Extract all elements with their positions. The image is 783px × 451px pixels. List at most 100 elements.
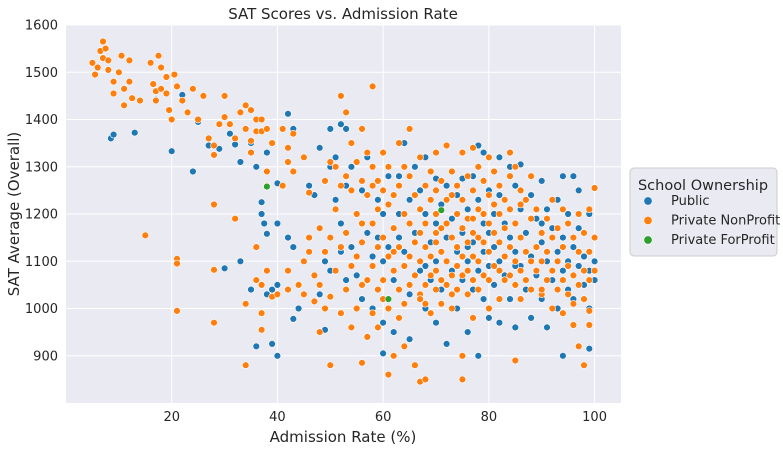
data-point <box>553 248 562 256</box>
data-point <box>400 210 408 218</box>
data-point <box>516 200 525 209</box>
data-point <box>101 44 110 53</box>
data-point <box>469 144 477 152</box>
data-point <box>553 257 562 265</box>
data-point <box>437 300 445 308</box>
data-point <box>453 262 461 270</box>
data-point <box>511 323 519 332</box>
data-point <box>585 307 593 315</box>
data-point <box>580 295 588 303</box>
data-point <box>543 248 551 256</box>
data-point <box>321 177 329 185</box>
data-point <box>516 295 525 303</box>
data-point <box>474 257 482 265</box>
data-point <box>590 267 599 275</box>
data-point <box>220 264 229 272</box>
data-point <box>170 70 179 79</box>
data-point <box>263 148 271 157</box>
data-point <box>405 281 414 289</box>
data-point <box>421 210 430 218</box>
data-point <box>442 340 451 348</box>
data-point <box>522 276 530 284</box>
data-point <box>252 276 260 284</box>
data-point <box>569 172 578 180</box>
data-point <box>353 252 361 261</box>
data-point <box>432 285 440 294</box>
data-point <box>342 276 350 284</box>
data-point <box>236 108 245 117</box>
data-point <box>305 233 313 242</box>
data-point <box>358 238 366 247</box>
data-point <box>120 85 128 93</box>
data-point <box>590 184 599 192</box>
data-point <box>289 130 297 138</box>
data-point <box>543 276 551 284</box>
data-point <box>210 319 218 327</box>
data-point <box>363 229 371 237</box>
data-point <box>548 196 556 204</box>
data-point <box>168 147 176 155</box>
data-point <box>331 153 340 162</box>
data-point <box>464 267 472 275</box>
data-point <box>416 205 424 214</box>
data-point <box>358 281 366 289</box>
data-point <box>569 300 578 308</box>
data-point <box>448 233 456 242</box>
data-point <box>257 326 266 334</box>
data-point <box>527 314 535 322</box>
y-tick-label: 1400 <box>25 113 58 128</box>
data-point <box>559 352 567 360</box>
data-point <box>257 198 266 206</box>
data-point <box>162 89 171 98</box>
data-point <box>464 290 472 298</box>
data-point <box>469 215 477 223</box>
data-point <box>165 106 173 114</box>
data-point <box>157 85 165 93</box>
data-point <box>284 158 292 166</box>
data-point <box>448 290 456 298</box>
data-point <box>125 56 134 65</box>
data-point <box>379 319 387 327</box>
data-point <box>590 257 599 265</box>
data-point <box>257 115 266 124</box>
data-point <box>474 233 482 242</box>
data-point <box>574 281 583 289</box>
data-point <box>384 200 393 209</box>
data-point <box>205 134 213 143</box>
data-point <box>268 340 276 348</box>
data-point <box>284 267 292 275</box>
data-point <box>527 172 535 180</box>
data-point <box>347 186 356 195</box>
data-point <box>395 285 403 294</box>
data-point <box>569 233 578 242</box>
data-point <box>331 196 340 204</box>
data-point <box>384 252 393 261</box>
data-point <box>310 271 319 280</box>
data-point <box>331 267 340 275</box>
data-point <box>154 51 163 60</box>
data-point <box>379 276 387 284</box>
data-point <box>263 182 271 191</box>
data-point <box>427 309 435 317</box>
data-point <box>93 63 102 72</box>
data-point <box>384 172 393 180</box>
data-point <box>316 144 324 152</box>
legend-box <box>629 167 778 257</box>
data-point <box>559 233 567 242</box>
data-point <box>495 191 504 199</box>
chart-title: SAT Scores vs. Admission Rate <box>228 5 458 23</box>
data-point <box>453 182 461 190</box>
data-point <box>374 177 382 185</box>
data-point <box>263 230 271 238</box>
data-point <box>479 295 488 303</box>
data-point <box>458 196 467 204</box>
data-point <box>485 314 493 322</box>
data-point <box>474 352 482 360</box>
data-point <box>347 243 356 251</box>
data-point <box>442 281 451 289</box>
data-point <box>284 285 292 294</box>
data-point <box>527 285 535 294</box>
data-point <box>189 85 197 93</box>
data-point <box>527 191 535 199</box>
data-point <box>390 248 398 256</box>
